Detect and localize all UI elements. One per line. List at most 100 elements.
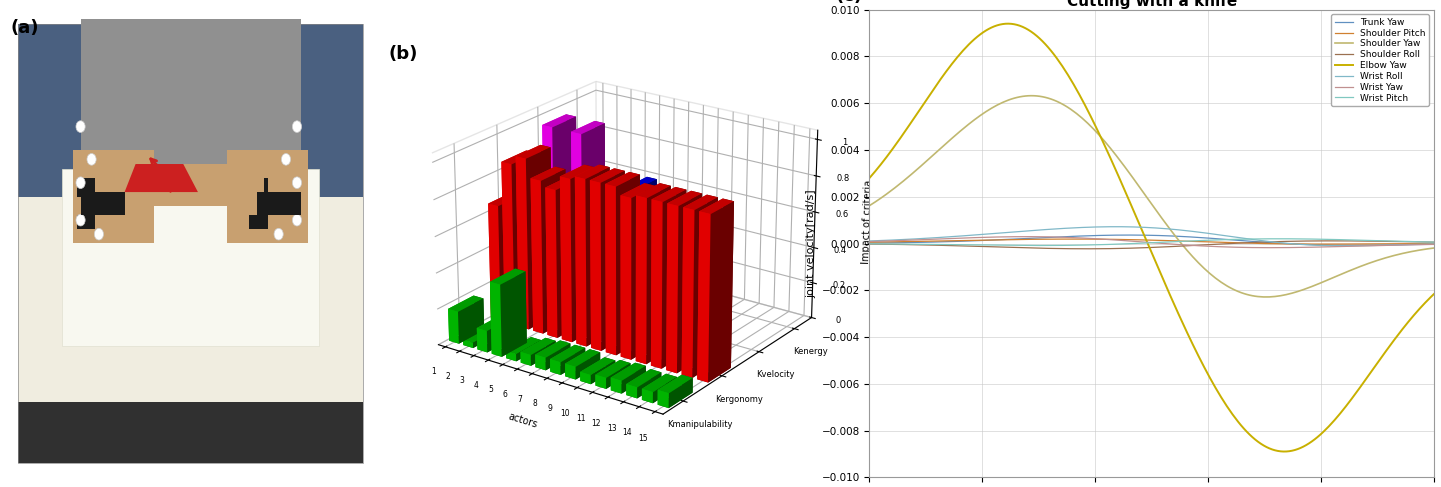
Line: Shoulder Roll: Shoulder Roll bbox=[869, 241, 1434, 249]
Wrist Yaw bbox=[883, 238, 901, 244]
Wrist Pitch bbox=[965, 242, 983, 248]
Ellipse shape bbox=[76, 177, 85, 188]
Shoulder Pitch bbox=[1311, 241, 1329, 247]
Trunk Yaw bbox=[1382, 242, 1399, 248]
Trunk Yaw bbox=[895, 240, 912, 245]
Ellipse shape bbox=[86, 153, 97, 165]
Trunk Yaw bbox=[965, 238, 983, 244]
Polygon shape bbox=[124, 164, 197, 192]
Bar bbox=[76, 178, 95, 197]
Elbow Yaw bbox=[860, 175, 878, 181]
Line: Wrist Pitch: Wrist Pitch bbox=[869, 239, 1434, 245]
Trunk Yaw bbox=[860, 240, 878, 246]
Text: (b): (b) bbox=[389, 45, 418, 62]
Shoulder Roll bbox=[1323, 238, 1340, 244]
Wrist Pitch bbox=[883, 241, 901, 247]
Elbow Yaw bbox=[1000, 21, 1017, 27]
Wrist Yaw bbox=[1012, 234, 1029, 240]
Trunk Yaw bbox=[1118, 232, 1136, 238]
Shoulder Yaw bbox=[1258, 294, 1275, 300]
Title: Cutting with a knife: Cutting with a knife bbox=[1066, 0, 1236, 9]
Ellipse shape bbox=[76, 214, 85, 226]
Wrist Roll bbox=[1012, 228, 1029, 234]
Elbow Yaw bbox=[1382, 341, 1399, 347]
Ellipse shape bbox=[76, 121, 85, 132]
Trunk Yaw bbox=[1402, 242, 1419, 247]
Wrist Pitch bbox=[1030, 243, 1048, 248]
Wrist Yaw bbox=[1020, 234, 1038, 240]
Bar bbox=[81, 192, 124, 215]
Shoulder Yaw bbox=[1402, 249, 1419, 255]
Shoulder Yaw bbox=[1382, 253, 1399, 259]
Bar bbox=[256, 192, 301, 215]
Bar bbox=[249, 215, 268, 229]
Wrist Pitch bbox=[860, 241, 878, 247]
Ellipse shape bbox=[94, 200, 104, 212]
Wrist Pitch bbox=[1425, 239, 1441, 245]
Shoulder Roll bbox=[1382, 239, 1399, 244]
Trunk Yaw bbox=[883, 240, 901, 246]
Bar bbox=[76, 215, 95, 229]
Shoulder Roll bbox=[1425, 239, 1441, 245]
Line: Shoulder Yaw: Shoulder Yaw bbox=[869, 96, 1434, 297]
Shoulder Yaw bbox=[1425, 245, 1441, 251]
Wrist Roll bbox=[1108, 224, 1125, 230]
X-axis label: actors: actors bbox=[507, 412, 539, 430]
Shoulder Roll bbox=[883, 242, 901, 247]
Ellipse shape bbox=[274, 200, 284, 212]
Wrist Yaw bbox=[860, 239, 878, 244]
Line: Wrist Yaw: Wrist Yaw bbox=[869, 237, 1434, 248]
Bar bbox=[81, 19, 301, 197]
Wrist Yaw bbox=[1402, 242, 1419, 248]
Shoulder Yaw bbox=[895, 178, 912, 184]
Line: Trunk Yaw: Trunk Yaw bbox=[869, 235, 1434, 245]
Ellipse shape bbox=[274, 228, 284, 240]
Shoulder Pitch bbox=[965, 237, 983, 243]
Bar bbox=[73, 150, 154, 244]
Shoulder Pitch bbox=[895, 239, 912, 244]
Elbow Yaw bbox=[965, 36, 983, 42]
Shoulder Pitch bbox=[1402, 241, 1419, 246]
Text: (c): (c) bbox=[836, 0, 863, 5]
Wrist Roll bbox=[1382, 242, 1399, 248]
Shoulder Pitch bbox=[1012, 237, 1029, 243]
Wrist Pitch bbox=[895, 241, 912, 247]
Wrist Roll bbox=[1337, 243, 1355, 249]
Ellipse shape bbox=[94, 228, 104, 240]
Elbow Yaw bbox=[1402, 316, 1419, 321]
Ellipse shape bbox=[293, 214, 301, 226]
Ellipse shape bbox=[293, 121, 301, 132]
Bar bbox=[190, 164, 264, 206]
Wrist Roll bbox=[1425, 241, 1441, 247]
Bar bbox=[62, 169, 318, 346]
Wrist Yaw bbox=[895, 238, 912, 244]
Bar bbox=[228, 150, 308, 244]
Wrist Pitch bbox=[1382, 238, 1399, 244]
Wrist Yaw bbox=[1425, 242, 1441, 247]
Shoulder Roll bbox=[860, 241, 878, 247]
Shoulder Pitch bbox=[860, 239, 878, 245]
Trunk Yaw bbox=[1425, 242, 1441, 247]
Elbow Yaw bbox=[1425, 291, 1441, 297]
Trunk Yaw bbox=[1343, 243, 1360, 248]
Ellipse shape bbox=[293, 177, 301, 188]
Wrist Yaw bbox=[1261, 245, 1278, 251]
Wrist Pitch bbox=[1272, 236, 1290, 242]
Shoulder Yaw bbox=[860, 203, 878, 208]
Shoulder Yaw bbox=[883, 187, 901, 193]
Line: Shoulder Pitch: Shoulder Pitch bbox=[869, 239, 1434, 244]
Wrist Yaw bbox=[965, 235, 983, 241]
Ellipse shape bbox=[281, 153, 291, 165]
Wrist Yaw bbox=[1382, 243, 1399, 248]
Shoulder Yaw bbox=[1023, 93, 1040, 99]
Bar bbox=[19, 197, 363, 407]
Elbow Yaw bbox=[895, 131, 912, 136]
Wrist Pitch bbox=[1012, 243, 1029, 248]
Shoulder Pitch bbox=[883, 239, 901, 245]
Elbow Yaw bbox=[1014, 24, 1032, 30]
Shoulder Yaw bbox=[1012, 94, 1029, 100]
Trunk Yaw bbox=[1012, 236, 1029, 242]
Shoulder Pitch bbox=[1425, 241, 1441, 246]
Line: Wrist Roll: Wrist Roll bbox=[869, 227, 1434, 246]
Legend: Trunk Yaw, Shoulder Pitch, Shoulder Yaw, Shoulder Roll, Elbow Yaw, Wrist Roll, W: Trunk Yaw, Shoulder Pitch, Shoulder Yaw,… bbox=[1331, 14, 1429, 106]
